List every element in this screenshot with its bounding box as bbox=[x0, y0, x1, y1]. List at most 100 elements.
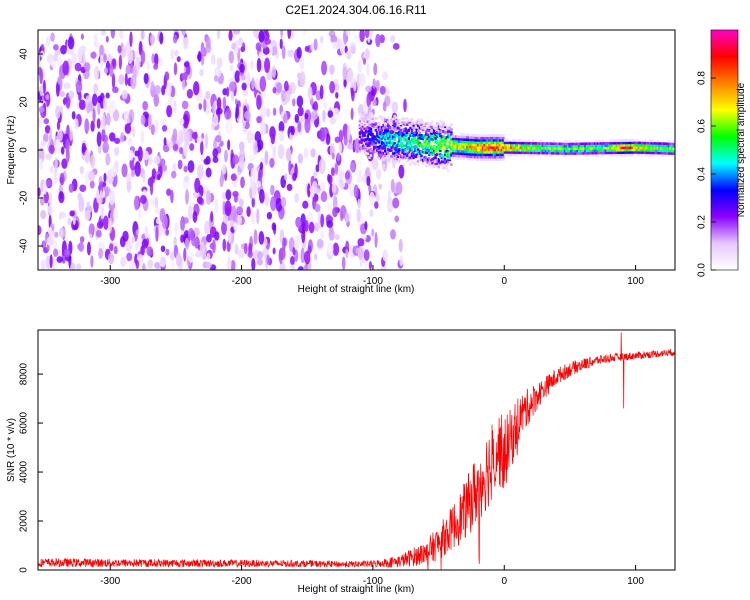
spectrogram-signal-cell bbox=[432, 131, 436, 135]
spectrogram-signal-cell bbox=[615, 141, 619, 145]
spectrogram-signal-cell bbox=[566, 147, 570, 151]
spectrogram-noise-cell bbox=[121, 163, 128, 178]
spectrogram-signal-cell bbox=[420, 123, 423, 127]
spectrogram-signal-cell bbox=[432, 125, 436, 128]
spectrogram-signal-cell bbox=[453, 142, 456, 146]
spectrogram-signal-cell bbox=[423, 125, 426, 128]
spectrogram-signal-cell bbox=[459, 150, 463, 153]
spectrogram-signal-cell bbox=[424, 130, 428, 134]
spectrogram-signal-cell bbox=[483, 143, 486, 147]
spectrogram-noise-cell bbox=[189, 143, 195, 151]
spectrogram-noise-cell bbox=[42, 79, 46, 95]
spectrogram-signal-cell bbox=[609, 146, 612, 150]
spectrogram-noise-cell bbox=[283, 80, 289, 92]
spectrogram-signal-cell bbox=[428, 135, 431, 139]
spectrogram-signal-cell bbox=[489, 146, 492, 149]
spectrogram-signal-cell bbox=[423, 158, 426, 161]
spectrogram-noise-cell bbox=[271, 46, 278, 56]
spectrogram-signal-cell bbox=[547, 151, 551, 155]
spectrogram-noise-cell bbox=[114, 146, 120, 157]
spectrogram-signal-cell bbox=[593, 147, 597, 150]
spectrogram-signal-cell bbox=[524, 151, 527, 155]
spectrogram-signal-cell bbox=[625, 144, 628, 147]
spectrogram-signal-cell bbox=[483, 136, 486, 140]
spectrogram-signal-cell bbox=[536, 149, 540, 152]
spectrogram-signal-cell bbox=[527, 144, 530, 147]
spectrogram-noise-cell bbox=[98, 248, 104, 259]
spectrogram-signal-cell bbox=[409, 126, 412, 130]
spectrogram-signal-cell bbox=[431, 140, 434, 143]
spectrogram-signal-cell bbox=[492, 139, 496, 142]
spectrogram-signal-cell bbox=[592, 151, 595, 155]
y-tick-label: 6000 bbox=[19, 412, 30, 435]
spectrogram-noise-cell bbox=[309, 186, 317, 193]
spectrogram-noise-cell bbox=[39, 196, 45, 206]
spectrogram-signal-cell bbox=[476, 148, 480, 152]
spectrogram-signal-cell bbox=[462, 135, 466, 139]
spectrogram-signal-cell bbox=[480, 146, 483, 149]
spectrogram-signal-cell bbox=[382, 153, 385, 157]
spectrogram-noise-cell bbox=[90, 154, 96, 169]
spectrogram-signal-cell bbox=[573, 142, 576, 146]
spectrogram-signal-cell bbox=[426, 147, 429, 151]
spectrogram-signal-cell bbox=[360, 126, 363, 130]
spectrogram-signal-cell bbox=[502, 155, 505, 159]
spectrogram-signal-cell bbox=[451, 147, 455, 150]
spectrogram-signal-cell bbox=[476, 155, 480, 159]
spectrogram-signal-cell bbox=[432, 151, 436, 155]
spectrogram-signal-cell bbox=[379, 132, 382, 136]
spectrogram-signal-cell bbox=[543, 147, 546, 150]
spectrogram-noise-cell bbox=[154, 85, 161, 95]
spectrogram-signal-cell bbox=[642, 148, 645, 152]
spectrogram-noise-cell bbox=[128, 149, 134, 161]
spectrogram-signal-cell bbox=[631, 146, 634, 149]
spectrogram-signal-cell bbox=[423, 149, 426, 152]
spectrogram-signal-cell bbox=[358, 125, 362, 129]
spectrogram-noise-cell bbox=[127, 137, 133, 147]
colorbar-label: Normalized spectral amplitude bbox=[736, 82, 747, 217]
spectrogram-noise-cell bbox=[216, 97, 222, 111]
spectrogram-signal-cell bbox=[596, 144, 600, 148]
spectrogram-noise-cell bbox=[38, 106, 45, 113]
spectrogram-signal-cell bbox=[664, 142, 667, 146]
spectrogram-signal-cell bbox=[393, 157, 396, 161]
spectrogram-signal-cell bbox=[533, 151, 537, 155]
spectrogram-signal-cell bbox=[396, 155, 400, 159]
spectrogram-noise-cell bbox=[258, 188, 265, 204]
spectrogram-signal-cell bbox=[551, 142, 554, 145]
spectrogram-signal-cell bbox=[478, 148, 481, 152]
spectrogram-noise-cell bbox=[136, 254, 144, 263]
spectrogram-signal-cell bbox=[469, 153, 472, 156]
spectrogram-signal-cell bbox=[489, 136, 492, 140]
spectrogram-signal-cell bbox=[571, 149, 574, 153]
spectrogram-signal-cell bbox=[601, 142, 604, 145]
spectrogram-noise-cell bbox=[222, 88, 228, 96]
spectrogram-signal-cell bbox=[421, 137, 425, 141]
spectrogram-signal-cell bbox=[516, 141, 519, 145]
spectrogram-noise-cell bbox=[85, 151, 91, 164]
spectrogram-signal-cell bbox=[423, 144, 426, 147]
spectrogram-signal-cell bbox=[535, 144, 538, 148]
spectrogram-signal-cell bbox=[368, 123, 371, 127]
spectrogram-noise-cell bbox=[164, 71, 170, 81]
spectrogram-noise-cell bbox=[248, 155, 256, 162]
spectrogram-signal-cell bbox=[358, 147, 362, 151]
spectrogram-signal-cell bbox=[451, 151, 455, 155]
spectrogram-signal-cell bbox=[366, 147, 370, 150]
spectrogram-signal-cell bbox=[376, 145, 379, 149]
spectrogram-signal-cell bbox=[500, 151, 504, 154]
spectrogram-signal-cell bbox=[387, 148, 390, 152]
spectrogram-signal-cell bbox=[402, 117, 406, 121]
spectrogram-signal-cell bbox=[475, 143, 478, 147]
spectrogram-signal-cell bbox=[445, 131, 448, 134]
spectrogram-signal-cell bbox=[385, 141, 388, 145]
spectrogram-noise-cell bbox=[103, 67, 109, 74]
spectrogram-signal-cell bbox=[667, 152, 671, 155]
spectrogram-signal-cell bbox=[588, 142, 592, 145]
spectrogram-signal-cell bbox=[588, 147, 592, 150]
spectrogram-signal-cell bbox=[478, 136, 481, 140]
spectrogram-noise-cell bbox=[118, 74, 125, 85]
spectrogram-noise-cell bbox=[297, 121, 302, 133]
spectrogram-signal-cell bbox=[543, 144, 546, 148]
spectrogram-signal-cell bbox=[361, 147, 365, 150]
